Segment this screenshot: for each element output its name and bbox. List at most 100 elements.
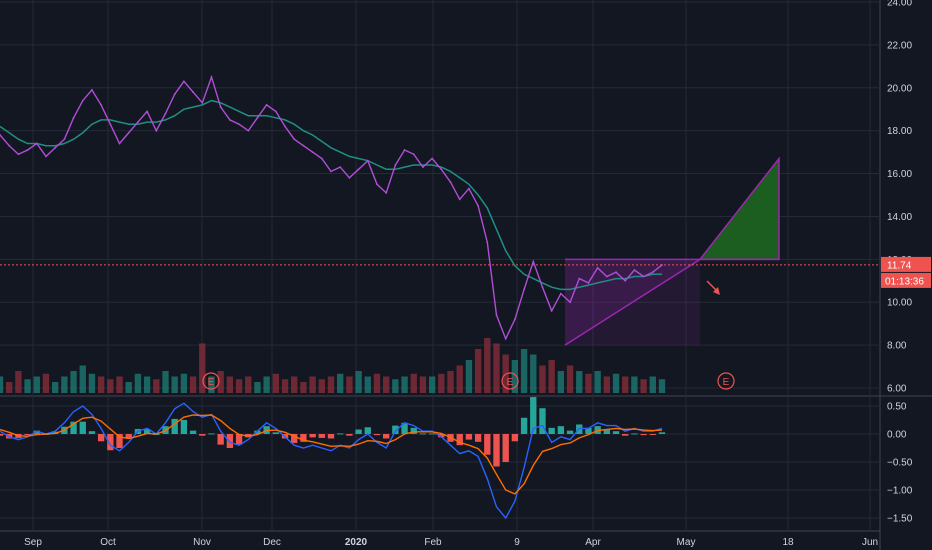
volume-bar xyxy=(511,360,519,393)
macd-histogram-bar xyxy=(419,433,427,435)
macd-histogram-bar xyxy=(125,434,132,438)
volume-bar xyxy=(162,371,169,393)
macd-histogram-bar xyxy=(548,427,555,434)
volume-bar xyxy=(355,371,362,393)
volume-bar xyxy=(392,379,399,393)
macd-histogram-bar xyxy=(364,427,371,434)
price-point xyxy=(339,166,342,169)
price-point xyxy=(578,277,581,280)
volume-bar xyxy=(263,376,270,393)
volume-bar xyxy=(364,376,371,393)
signal-line xyxy=(0,414,663,495)
macd-histogram-bar xyxy=(631,433,638,435)
volume-bar xyxy=(291,376,298,393)
macd-histogram-bar xyxy=(373,434,381,436)
macd-histogram-bar xyxy=(180,420,188,434)
price-point xyxy=(348,176,351,179)
macd-histogram-bar xyxy=(465,434,473,440)
macd-histogram-bar xyxy=(530,397,537,434)
price-point xyxy=(550,309,553,312)
price-point xyxy=(624,279,627,282)
price-point xyxy=(412,153,415,156)
price-point xyxy=(569,301,571,304)
price-point xyxy=(651,271,654,274)
triangle-lower-line xyxy=(564,258,701,346)
macd-histogram-bar xyxy=(33,430,40,434)
price-point xyxy=(523,288,525,291)
macd-histogram-bar xyxy=(235,434,243,445)
price-point xyxy=(63,138,66,141)
price-point xyxy=(366,159,369,162)
earnings-marker xyxy=(501,372,519,390)
price-point xyxy=(477,204,480,207)
price-point xyxy=(256,116,259,119)
volume-bar xyxy=(465,360,473,393)
macd-histogram-bar xyxy=(199,434,206,436)
macd-histogram-bar xyxy=(0,434,4,436)
last-price-badge xyxy=(881,256,931,272)
price-tick-label: 6.00 xyxy=(887,384,907,395)
macd-histogram-bar xyxy=(116,434,123,448)
macd-tick-label: −1.00 xyxy=(887,486,913,497)
macd-histogram-bar xyxy=(428,433,436,435)
volume-bar xyxy=(33,376,40,393)
volume-bar xyxy=(51,382,59,393)
volume-bar xyxy=(612,373,620,393)
macd-histogram-bar xyxy=(318,434,325,438)
volume-bar xyxy=(153,379,160,393)
macd-histogram-bar xyxy=(539,408,546,434)
volume-bar xyxy=(15,371,22,393)
volume-bar xyxy=(576,371,583,393)
price-point xyxy=(155,129,158,132)
price-point xyxy=(357,168,360,171)
drawing-tools[interactable] xyxy=(0,156,880,346)
price-point xyxy=(8,144,11,147)
macd-histogram-bar xyxy=(649,434,656,435)
volume-bar xyxy=(594,371,601,393)
macd-histogram-bar xyxy=(272,432,280,434)
price-point xyxy=(495,314,498,316)
earnings-marker-label: E xyxy=(208,377,215,388)
price-point xyxy=(100,104,103,106)
volume-bar xyxy=(226,376,234,393)
macd-tick-label: 0.00 xyxy=(887,430,907,441)
price-point xyxy=(385,191,388,194)
volume-bar xyxy=(116,376,123,393)
price-point xyxy=(440,168,443,171)
x-tick-label: Feb xyxy=(424,537,442,548)
volume-bar xyxy=(373,373,381,393)
price-point xyxy=(72,116,75,119)
price-point xyxy=(91,89,93,91)
price-point xyxy=(137,121,139,123)
price-point xyxy=(605,275,608,278)
price-point xyxy=(293,138,296,141)
volume-bar xyxy=(428,376,436,393)
price-point xyxy=(403,149,406,151)
price-point xyxy=(228,119,231,121)
macd-histogram-bar xyxy=(107,434,114,451)
macd-histogram-bar xyxy=(612,431,620,434)
macd-histogram-bar xyxy=(410,427,417,434)
moving-average-line xyxy=(0,99,662,291)
volume-bar xyxy=(585,373,592,393)
macd-histogram-bar xyxy=(355,429,362,434)
volume-bar xyxy=(125,382,132,393)
volume-bar xyxy=(327,376,335,393)
volume-bar xyxy=(245,376,252,393)
axes: Sep Oct Nov Dec 2020 Feb 9 Apr May 18 Jun 24.00 22.0… xyxy=(24,0,913,548)
price-point xyxy=(26,149,29,151)
price-point xyxy=(118,142,121,145)
volume-bar xyxy=(42,373,50,393)
macd-indicator xyxy=(0,397,666,520)
price-point xyxy=(265,104,268,106)
volume-bar xyxy=(603,376,611,393)
price-point xyxy=(449,181,452,184)
macd-histogram-bar xyxy=(438,434,445,438)
macd-histogram-bar xyxy=(24,434,31,435)
volume-bar xyxy=(143,376,151,393)
price-point xyxy=(127,131,130,134)
